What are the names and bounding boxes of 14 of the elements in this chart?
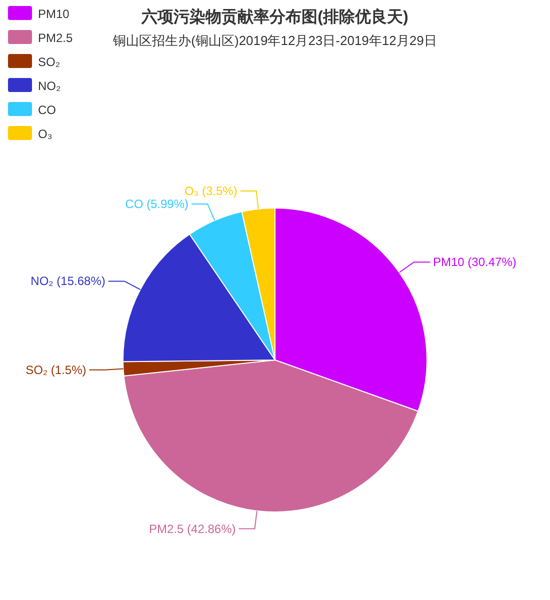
legend-label: O₃ — [38, 127, 52, 141]
legend-label: NO₂ — [38, 79, 61, 93]
legend-label: SO₂ — [38, 55, 60, 69]
data-label: CO (5.99%) — [125, 196, 189, 211]
data-label: PM2.5 (42.86%) — [149, 522, 236, 536]
text: 铜山区招生办(铜山区)2019年12月23日-2019年12月29日 — [112, 33, 437, 48]
legend-label: CO — [38, 103, 56, 117]
chart-title: 六项污染物贡献率分布图(排除优良天) — [140, 7, 408, 26]
data-label: PM10 (30.47%) — [432, 255, 516, 270]
legend-label: PM2.5 — [38, 31, 74, 45]
data-label: SO₂ (1.5%) — [26, 362, 86, 377]
legend-label: PM10 — [38, 7, 70, 21]
data-label: O₃ (3.5%) — [184, 184, 238, 198]
data-label: NO₂ (15.68%) — [30, 274, 106, 288]
